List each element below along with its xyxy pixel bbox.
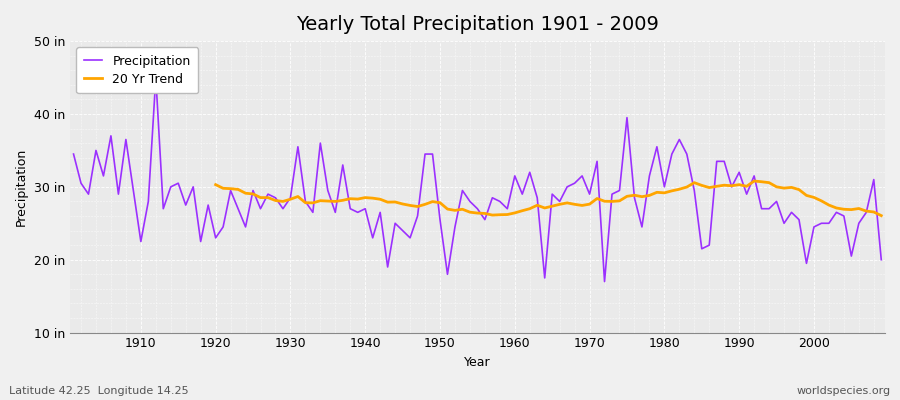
Text: Latitude 42.25  Longitude 14.25: Latitude 42.25 Longitude 14.25 (9, 386, 189, 396)
20 Yr Trend (876, 213, 886, 218)
20 Yr Trend (211, 182, 221, 187)
Line: 20 Yr Trend: 20 Yr Trend (216, 181, 881, 216)
20 Yr Trend (300, 200, 310, 205)
20 Yr Trend (853, 206, 864, 211)
Precipitation (345, 206, 356, 211)
20 Yr Trend (786, 185, 796, 190)
Precipitation (599, 279, 610, 284)
Precipitation (150, 75, 161, 80)
Precipitation (300, 199, 310, 204)
Precipitation (68, 152, 79, 156)
20 Yr Trend (749, 179, 760, 184)
Legend: Precipitation, 20 Yr Trend: Precipitation, 20 Yr Trend (76, 47, 198, 93)
20 Yr Trend (412, 204, 423, 209)
20 Yr Trend (674, 187, 685, 192)
Y-axis label: Precipitation: Precipitation (15, 148, 28, 226)
Precipitation (876, 257, 886, 262)
Line: Precipitation: Precipitation (74, 78, 881, 282)
20 Yr Trend (771, 184, 782, 189)
Precipitation (128, 188, 139, 193)
X-axis label: Year: Year (464, 356, 491, 369)
Precipitation (517, 192, 527, 196)
Precipitation (614, 188, 625, 193)
Text: worldspecies.org: worldspecies.org (796, 386, 891, 396)
Title: Yearly Total Precipitation 1901 - 2009: Yearly Total Precipitation 1901 - 2009 (296, 15, 659, 34)
Precipitation (509, 174, 520, 178)
